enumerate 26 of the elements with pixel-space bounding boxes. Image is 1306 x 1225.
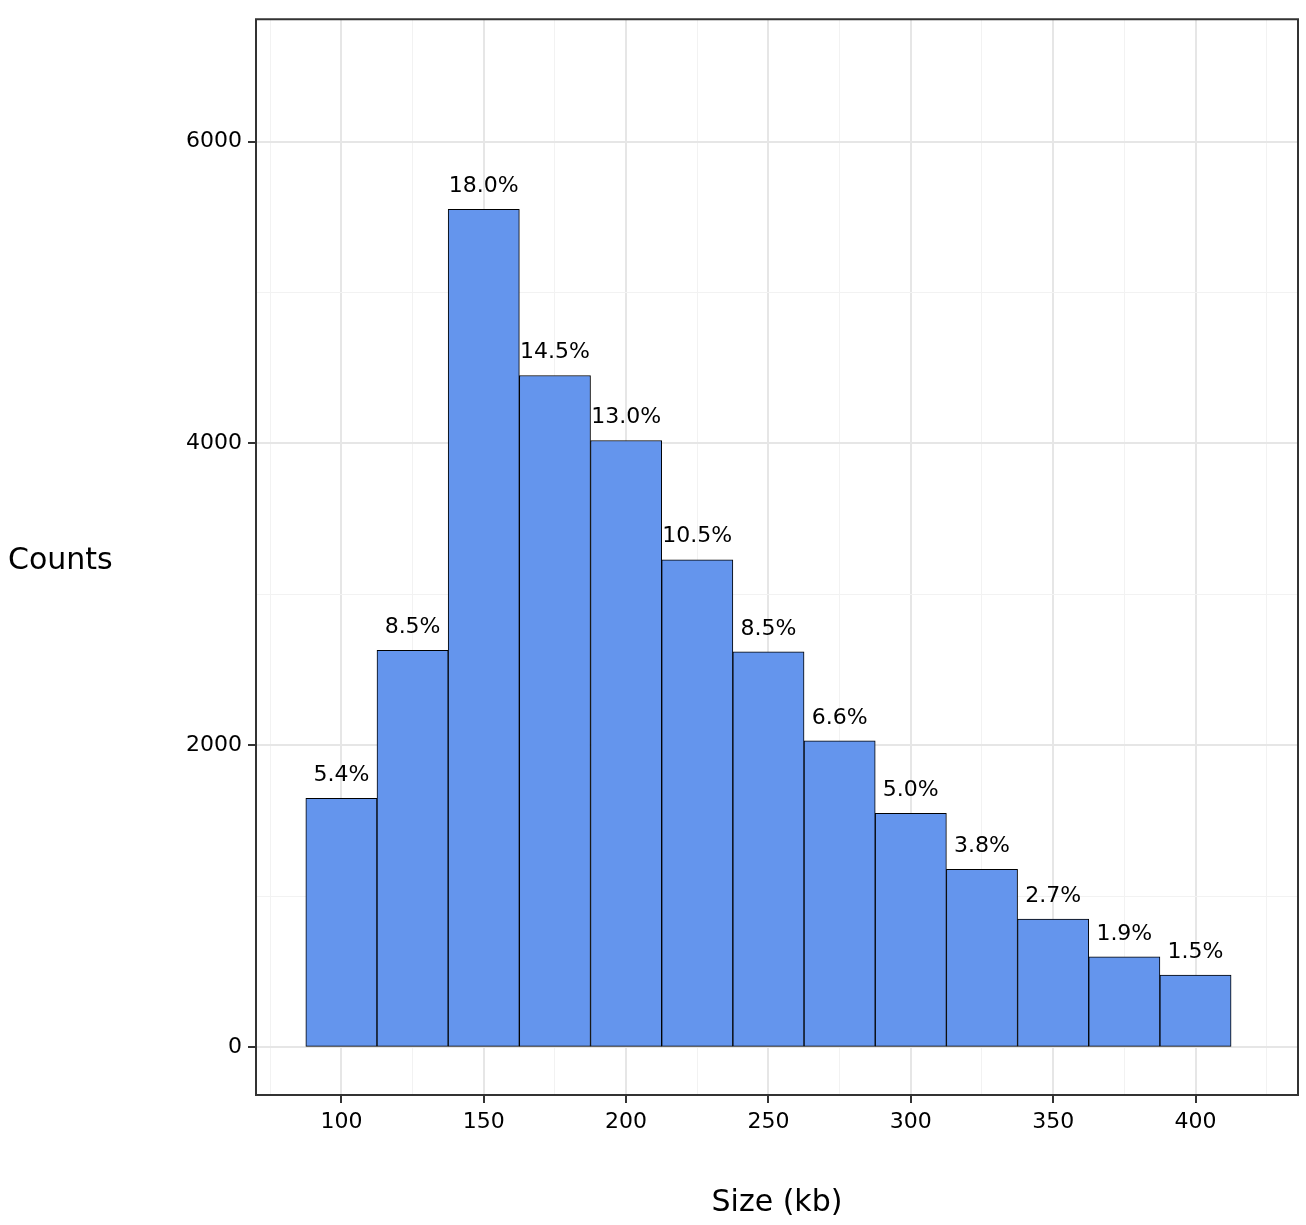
annotation: 14.5% (519, 338, 590, 364)
annotation: 1.5% (1167, 937, 1224, 963)
annotation: 18.0% (448, 172, 519, 198)
annotation: 13.0% (591, 403, 662, 429)
x-tick-label: 150 (462, 1107, 505, 1133)
annotation: 3.8% (954, 831, 1010, 857)
y-tick-label: 4000 (186, 429, 242, 455)
x-tick-label: 200 (605, 1107, 648, 1133)
y-tick-label: 0 (228, 1033, 242, 1059)
x-tick-label: 300 (889, 1107, 932, 1133)
y-tick-label: 2000 (186, 731, 242, 757)
x-axis-title: Size (kb) (711, 1182, 843, 1218)
annotation: 10.5% (662, 522, 733, 548)
annotation: 5.0% (882, 776, 939, 802)
annotation: 8.5% (740, 614, 797, 640)
y-axis-title: Counts (8, 540, 113, 576)
y-tick-label: 6000 (186, 127, 242, 153)
annotation: 1.9% (1096, 919, 1153, 945)
annotation: 6.6% (811, 703, 868, 729)
x-tick-label: 100 (320, 1107, 363, 1133)
x-tick-label: 350 (1032, 1107, 1075, 1133)
x-tick-label: 400 (1174, 1107, 1217, 1133)
annotation: 8.5% (384, 613, 441, 639)
x-tick-label: 250 (747, 1107, 790, 1133)
annotation: 5.4% (313, 761, 370, 787)
annotation: 2.7% (1025, 881, 1082, 907)
